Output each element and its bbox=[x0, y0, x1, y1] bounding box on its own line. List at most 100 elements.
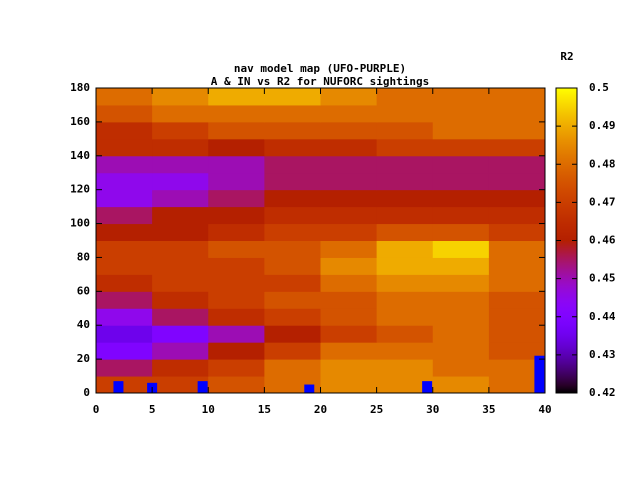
heat-cell bbox=[376, 155, 434, 174]
heat-cell bbox=[376, 223, 434, 241]
heat-cell bbox=[152, 138, 209, 157]
bar bbox=[197, 381, 208, 393]
heat-cell bbox=[264, 240, 321, 258]
heat-cell bbox=[320, 359, 378, 377]
heat-cell bbox=[96, 104, 153, 123]
heat-cell bbox=[152, 104, 209, 123]
heat-cell bbox=[264, 274, 321, 292]
heat-cell bbox=[320, 155, 378, 174]
heat-cell bbox=[96, 155, 153, 174]
heat-cell bbox=[488, 206, 546, 225]
x-tick-label: 30 bbox=[426, 403, 439, 416]
y-tick-label: 160 bbox=[70, 115, 90, 128]
heat-cell bbox=[208, 206, 265, 225]
heat-cell bbox=[152, 359, 209, 377]
heat-cell bbox=[320, 342, 378, 360]
heat-cell bbox=[208, 257, 265, 275]
heat-cell bbox=[152, 325, 209, 343]
chart-subtitle: A & IN vs R2 for NUFORC sightings bbox=[211, 75, 430, 88]
heat-cell bbox=[96, 206, 153, 225]
heat-cell bbox=[376, 291, 434, 309]
heat-cell bbox=[208, 291, 265, 309]
heat-cell bbox=[320, 138, 378, 157]
heat-cell bbox=[320, 172, 378, 191]
heat-cell bbox=[432, 104, 490, 123]
heat-cell bbox=[152, 88, 209, 106]
heat-cell bbox=[376, 172, 434, 191]
heat-cell bbox=[376, 121, 434, 140]
bar bbox=[534, 355, 545, 393]
colorbar-tick-label: 0.42 bbox=[589, 386, 616, 399]
heat-cell bbox=[376, 325, 434, 343]
heat-cell bbox=[488, 291, 546, 309]
heat-cell bbox=[208, 121, 265, 140]
heat-cell bbox=[320, 325, 378, 343]
bar bbox=[113, 381, 124, 393]
heat-cell bbox=[488, 257, 546, 275]
x-tick-label: 15 bbox=[258, 403, 271, 416]
colorbar-tick-label: 0.44 bbox=[589, 310, 616, 323]
y-tick-label: 100 bbox=[70, 217, 90, 230]
heat-cell bbox=[208, 172, 265, 191]
colorbar-tick-label: 0.49 bbox=[589, 119, 616, 132]
bar bbox=[304, 384, 315, 393]
heat-cell bbox=[320, 376, 378, 394]
heat-cell bbox=[376, 342, 434, 360]
heat-cell bbox=[96, 138, 153, 157]
heat-cell bbox=[376, 104, 434, 123]
heat-cell bbox=[376, 257, 434, 275]
heat-cell bbox=[152, 376, 209, 394]
heat-cell bbox=[488, 88, 546, 106]
heat-cell bbox=[152, 189, 209, 208]
heat-cell bbox=[320, 274, 378, 292]
heat-cell bbox=[320, 223, 378, 241]
heat-cell bbox=[488, 155, 546, 174]
heat-cell bbox=[320, 240, 378, 258]
heat-cell bbox=[432, 257, 490, 275]
heat-cell bbox=[264, 291, 321, 309]
heat-cell bbox=[208, 88, 265, 106]
heat-cell bbox=[432, 359, 490, 377]
y-tick-label: 140 bbox=[70, 149, 90, 162]
colorbar-tick-label: 0.5 bbox=[589, 81, 609, 94]
x-tick-label: 10 bbox=[202, 403, 215, 416]
colorbar-label: R2 bbox=[560, 50, 573, 63]
heat-cell bbox=[152, 155, 209, 174]
heat-cell bbox=[432, 240, 490, 258]
y-tick-label: 40 bbox=[77, 318, 90, 331]
heat-cell bbox=[208, 240, 265, 258]
heat-cell bbox=[152, 308, 209, 326]
heat-cell bbox=[208, 104, 265, 123]
heat-cell bbox=[264, 257, 321, 275]
y-tick-label: 120 bbox=[70, 183, 90, 196]
heat-cell bbox=[152, 206, 209, 225]
x-tick-label: 5 bbox=[149, 403, 156, 416]
heat-cell bbox=[264, 138, 321, 157]
heat-cell bbox=[432, 138, 490, 157]
heat-cell bbox=[96, 240, 153, 258]
y-tick-label: 80 bbox=[77, 250, 90, 263]
heat-cell bbox=[432, 189, 490, 208]
heat-cell bbox=[376, 206, 434, 225]
heat-cell bbox=[96, 172, 153, 191]
x-tick-label: 35 bbox=[482, 403, 495, 416]
heat-cell bbox=[96, 308, 153, 326]
heat-cell bbox=[376, 359, 434, 377]
heat-cell bbox=[432, 325, 490, 343]
heat-cell bbox=[264, 155, 321, 174]
heat-cell bbox=[96, 223, 153, 241]
colorbar-tick-label: 0.45 bbox=[589, 272, 616, 285]
heat-cell bbox=[264, 104, 321, 123]
heat-cell bbox=[264, 325, 321, 343]
heat-cell bbox=[488, 223, 546, 241]
heat-cell bbox=[376, 308, 434, 326]
heat-cell bbox=[488, 308, 546, 326]
heat-cell bbox=[376, 274, 434, 292]
heat-cell bbox=[432, 172, 490, 191]
heat-cell bbox=[264, 223, 321, 241]
heat-cell bbox=[96, 274, 153, 292]
heat-cell bbox=[208, 376, 265, 394]
colorbar-tick-label: 0.43 bbox=[589, 348, 616, 361]
heat-cell bbox=[96, 88, 153, 106]
